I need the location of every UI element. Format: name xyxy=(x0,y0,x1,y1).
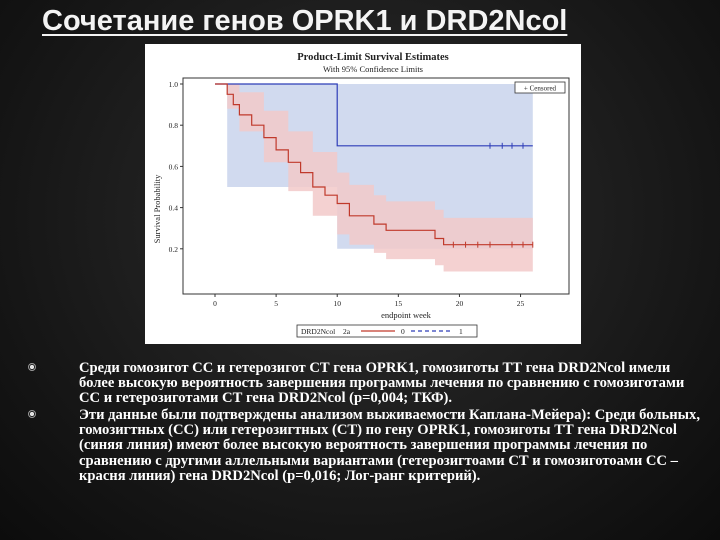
legend-title: DRD2Ncol xyxy=(301,327,335,336)
legend-title-suffix: 2a xyxy=(343,327,351,336)
bullet-list: Среди гомозигот СС и гетерозигот СТ гена… xyxy=(26,360,706,486)
y-tick-label: 1.0 xyxy=(169,80,179,89)
x-tick-label: 20 xyxy=(456,299,464,308)
x-tick-label: 0 xyxy=(213,299,217,308)
slide-title: Сочетание генов OPRK1 и DRD2Ncol xyxy=(42,5,568,37)
confidence-band-1 xyxy=(215,84,533,249)
confidence-band-0 xyxy=(215,84,533,272)
y-tick-label: 0.6 xyxy=(169,162,179,171)
chart-subtitle: With 95% Confidence Limits xyxy=(323,64,423,74)
y-tick-label: 0.4 xyxy=(169,204,179,213)
y-tick-label: 0.8 xyxy=(169,121,179,130)
x-tick-label: 15 xyxy=(395,299,403,308)
survival-chart-figure: Product-Limit Survival Estimates With 95… xyxy=(145,44,581,344)
bullet-item-1: Среди гомозигот СС и гетерозигот СТ гена… xyxy=(26,360,706,407)
chart-legend: DRD2Ncol 2a 0 1 xyxy=(296,324,478,338)
x-tick-label: 5 xyxy=(274,299,278,308)
x-tick-label: 25 xyxy=(517,299,525,308)
survival-line-1 xyxy=(215,83,533,147)
bullet-text-1: Среди гомозигот СС и гетерозигот СТ гена… xyxy=(79,360,685,407)
x-axis-label: endpoint week xyxy=(381,310,432,320)
survival-line-0 xyxy=(215,83,533,246)
bullet-marker-icon xyxy=(28,410,36,419)
y-tick-label: 0.2 xyxy=(169,245,179,254)
censored-legend-label: + Censored xyxy=(524,85,557,93)
legend-label-1: 1 xyxy=(459,327,463,336)
survival-chart: Product-Limit Survival Estimates With 95… xyxy=(152,52,570,338)
bullet-item-2: Эти данные были подтверждены анализом вы… xyxy=(26,408,706,483)
legend-label-0: 0 xyxy=(401,327,405,336)
chart-title: Product-Limit Survival Estimates xyxy=(297,52,448,63)
y-axis-label: Survival Probability xyxy=(152,174,162,243)
plot-area: 0.2 0.4 0.6 0.8 1.0 0 5 10 15 20 25 + Censored xyxy=(169,77,570,308)
bullet-marker-icon xyxy=(28,363,36,371)
censored-legend-box xyxy=(514,81,566,94)
bullet-text-2: Эти данные были подтверждены анализом вы… xyxy=(79,407,700,484)
x-tick-label: 10 xyxy=(333,299,341,308)
